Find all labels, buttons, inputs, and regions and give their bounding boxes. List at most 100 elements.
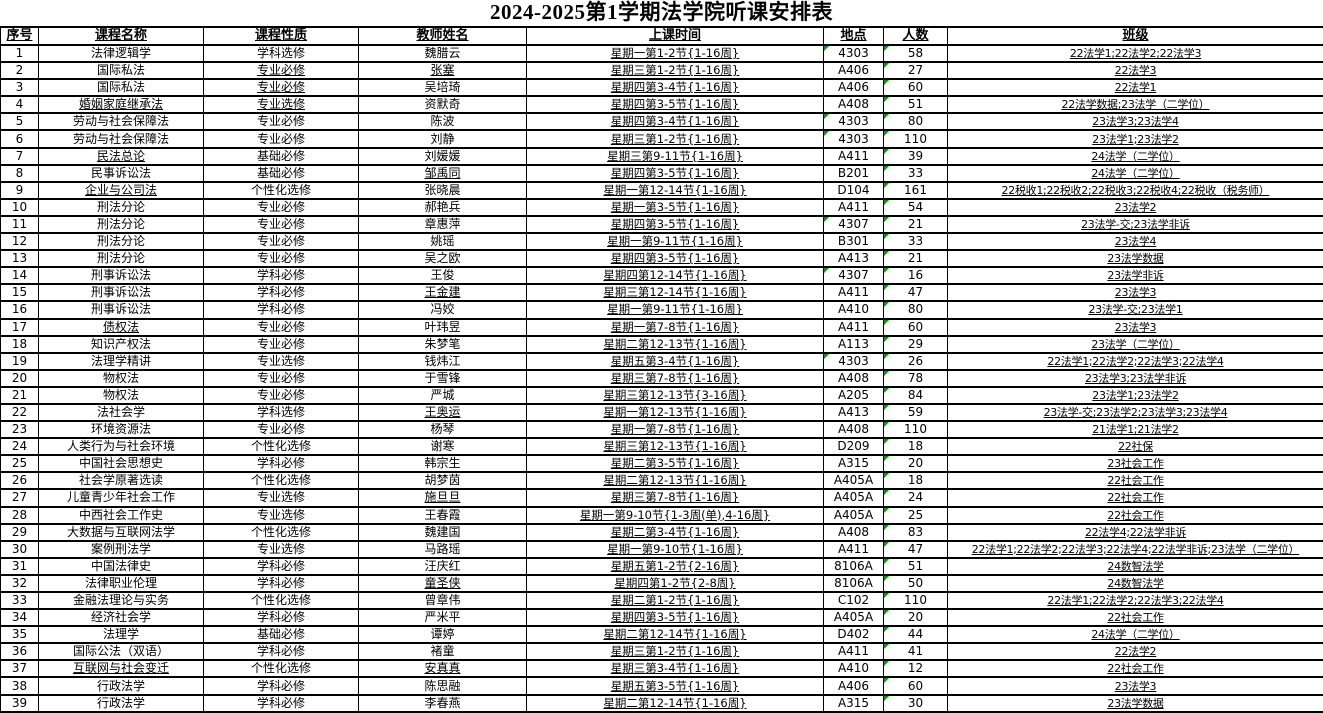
cell-room[interactable]: B301 xyxy=(824,233,884,250)
cell-classes[interactable]: 22法学1;22法学2;22法学3 xyxy=(948,45,1323,62)
cell-index[interactable]: 28 xyxy=(1,507,39,524)
cell-teacher[interactable]: 谭婷 xyxy=(359,626,527,643)
cell-nature[interactable]: 专业必修 xyxy=(204,250,359,267)
cell-nature[interactable]: 学科必修 xyxy=(204,301,359,318)
cell-index[interactable]: 14 xyxy=(1,267,39,284)
cell-course[interactable]: 婚姻家庭继承法 xyxy=(39,96,204,113)
column-header-count[interactable]: 人数 xyxy=(884,27,948,45)
cell-nature[interactable]: 学科必修 xyxy=(204,575,359,592)
cell-count[interactable]: 21 xyxy=(884,250,948,267)
cell-count[interactable]: 29 xyxy=(884,336,948,353)
cell-index[interactable]: 36 xyxy=(1,643,39,660)
cell-teacher[interactable]: 童圣侠 xyxy=(359,575,527,592)
column-header-room[interactable]: 地点 xyxy=(824,27,884,45)
cell-teacher[interactable]: 施旦旦 xyxy=(359,489,527,506)
cell-classes[interactable]: 22税收1;22税收2;22税收3;22税收4;22税收（税务师） xyxy=(948,182,1323,199)
cell-course[interactable]: 刑事诉讼法 xyxy=(39,284,204,301)
cell-time[interactable]: 星期一第12-13节{1-16周} xyxy=(527,404,824,421)
cell-count[interactable]: 110 xyxy=(884,592,948,609)
cell-classes[interactable]: 22法学1;22法学2;22法学3;22法学4;22法学非诉;23法学（二学位） xyxy=(948,541,1323,558)
cell-nature[interactable]: 学科选修 xyxy=(204,45,359,62)
cell-index[interactable]: 15 xyxy=(1,284,39,301)
cell-room[interactable]: A411 xyxy=(824,148,884,165)
cell-nature[interactable]: 专业必修 xyxy=(204,62,359,79)
cell-course[interactable]: 物权法 xyxy=(39,387,204,404)
cell-nature[interactable]: 专业必修 xyxy=(204,387,359,404)
cell-count[interactable]: 161 xyxy=(884,182,948,199)
cell-time[interactable]: 星期一第9-10节{1-3周(单),4-16周} xyxy=(527,507,824,524)
cell-nature[interactable]: 基础必修 xyxy=(204,165,359,182)
cell-teacher[interactable]: 李春燕 xyxy=(359,695,527,712)
cell-nature[interactable]: 专业选修 xyxy=(204,507,359,524)
cell-index[interactable]: 3 xyxy=(1,79,39,96)
cell-room[interactable]: A405A xyxy=(824,489,884,506)
cell-count[interactable]: 47 xyxy=(884,284,948,301)
cell-index[interactable]: 21 xyxy=(1,387,39,404)
cell-time[interactable]: 星期三第3-4节{1-16周} xyxy=(527,660,824,677)
cell-teacher[interactable]: 汪庆红 xyxy=(359,558,527,575)
cell-index[interactable]: 23 xyxy=(1,421,39,438)
cell-room[interactable]: 4303 xyxy=(824,353,884,370)
cell-course[interactable]: 刑事诉讼法 xyxy=(39,267,204,284)
cell-room[interactable]: A411 xyxy=(824,541,884,558)
cell-index[interactable]: 26 xyxy=(1,472,39,489)
cell-teacher[interactable]: 张晓晨 xyxy=(359,182,527,199)
cell-classes[interactable]: 23法学3 xyxy=(948,677,1323,694)
cell-count[interactable]: 25 xyxy=(884,507,948,524)
cell-time[interactable]: 星期四第1-2节{2-8周} xyxy=(527,575,824,592)
cell-time[interactable]: 星期二第12-13节{1-16周} xyxy=(527,336,824,353)
cell-nature[interactable]: 专业选修 xyxy=(204,489,359,506)
cell-room[interactable]: 4307 xyxy=(824,216,884,233)
cell-course[interactable]: 民法总论 xyxy=(39,148,204,165)
cell-time[interactable]: 星期四第3-5节{1-16周} xyxy=(527,609,824,626)
cell-index[interactable]: 27 xyxy=(1,489,39,506)
cell-teacher[interactable]: 郝艳兵 xyxy=(359,199,527,216)
cell-nature[interactable]: 基础必修 xyxy=(204,148,359,165)
cell-classes[interactable]: 22法学1;22法学2;22法学3;22法学4 xyxy=(948,353,1323,370)
cell-count[interactable]: 80 xyxy=(884,301,948,318)
cell-course[interactable]: 知识产权法 xyxy=(39,336,204,353)
cell-index[interactable]: 32 xyxy=(1,575,39,592)
cell-index[interactable]: 30 xyxy=(1,541,39,558)
cell-room[interactable]: A413 xyxy=(824,404,884,421)
cell-count[interactable]: 84 xyxy=(884,387,948,404)
cell-count[interactable]: 59 xyxy=(884,404,948,421)
cell-count[interactable]: 50 xyxy=(884,575,948,592)
cell-teacher[interactable]: 严米平 xyxy=(359,609,527,626)
cell-count[interactable]: 110 xyxy=(884,421,948,438)
cell-count[interactable]: 51 xyxy=(884,96,948,113)
cell-room[interactable]: D402 xyxy=(824,626,884,643)
cell-count[interactable]: 33 xyxy=(884,165,948,182)
cell-time[interactable]: 星期五第3-4节{1-16周} xyxy=(527,353,824,370)
cell-teacher[interactable]: 安真真 xyxy=(359,660,527,677)
cell-count[interactable]: 12 xyxy=(884,660,948,677)
cell-course[interactable]: 刑事诉讼法 xyxy=(39,301,204,318)
cell-count[interactable]: 83 xyxy=(884,524,948,541)
cell-room[interactable]: A410 xyxy=(824,301,884,318)
cell-room[interactable]: A405A xyxy=(824,609,884,626)
cell-course[interactable]: 国际私法 xyxy=(39,79,204,96)
cell-index[interactable]: 8 xyxy=(1,165,39,182)
cell-nature[interactable]: 专业必修 xyxy=(204,319,359,336)
cell-index[interactable]: 25 xyxy=(1,455,39,472)
cell-room[interactable]: 4303 xyxy=(824,113,884,130)
cell-course[interactable]: 儿童青少年社会工作 xyxy=(39,489,204,506)
cell-nature[interactable]: 个性化选修 xyxy=(204,524,359,541)
cell-room[interactable]: A408 xyxy=(824,370,884,387)
cell-nature[interactable]: 学科必修 xyxy=(204,284,359,301)
cell-index[interactable]: 20 xyxy=(1,370,39,387)
cell-index[interactable]: 11 xyxy=(1,216,39,233)
cell-index[interactable]: 12 xyxy=(1,233,39,250)
cell-classes[interactable]: 23法学3 xyxy=(948,319,1323,336)
cell-time[interactable]: 星期三第12-13节{1-16周} xyxy=(527,438,824,455)
cell-classes[interactable]: 23法学数据 xyxy=(948,695,1323,712)
cell-course[interactable]: 物权法 xyxy=(39,370,204,387)
cell-teacher[interactable]: 褚童 xyxy=(359,643,527,660)
cell-course[interactable]: 刑法分论 xyxy=(39,233,204,250)
cell-time[interactable]: 星期三第1-2节{1-16周} xyxy=(527,130,824,147)
cell-count[interactable]: 60 xyxy=(884,79,948,96)
cell-time[interactable]: 星期一第1-2节{1-16周} xyxy=(527,45,824,62)
cell-room[interactable]: A411 xyxy=(824,199,884,216)
column-header-nature[interactable]: 课程性质 xyxy=(204,27,359,45)
cell-teacher[interactable]: 资默奇 xyxy=(359,96,527,113)
